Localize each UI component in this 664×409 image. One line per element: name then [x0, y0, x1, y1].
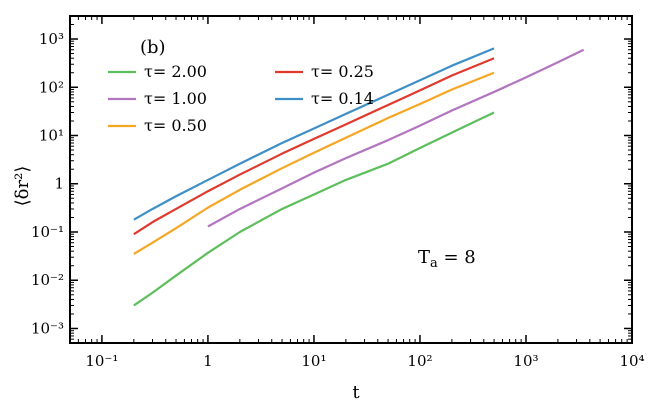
y-tick-label: 10⁻³: [31, 319, 64, 337]
y-axis-label: ⟨δr²⟩: [12, 166, 33, 207]
y-tick-label: 10²: [39, 78, 64, 96]
series-line-2: [133, 71, 495, 255]
series-line-0: [133, 111, 495, 307]
x-tick-label: 1: [203, 352, 213, 370]
y-tick-label: 10¹: [39, 127, 64, 145]
legend-label-0: τ= 2.00: [144, 62, 207, 81]
legend: τ= 2.00 τ= 1.00 τ= 0.50 τ= 0.25 τ= 0.14: [108, 62, 374, 135]
legend-label-2: τ= 0.50: [144, 116, 207, 135]
axis-ticks: 10⁻¹ 1 10¹ 10² 10³ 10⁴ 10⁻³ 10⁻² 10⁻¹ 1 10¹ 10² 10³: [31, 16, 645, 370]
x-tick-label: 10¹: [301, 352, 326, 370]
plot-frame: [69, 15, 633, 344]
legend-label-1: τ= 1.00: [144, 89, 207, 108]
x-tick-label: 10⁻¹: [85, 352, 118, 370]
series-line-3: [133, 57, 495, 236]
x-tick-label: 10³: [513, 352, 538, 370]
plot-area: [69, 15, 633, 344]
y-tick-label: 10³: [39, 30, 64, 48]
legend-label-4: τ= 0.14: [311, 89, 374, 108]
y-tick-label: 1: [54, 175, 64, 193]
series-line-4: [133, 47, 495, 221]
y-tick-label: 10⁻¹: [31, 223, 64, 241]
x-tick-label: 10⁴: [619, 352, 644, 370]
panel-label: (b): [140, 37, 166, 58]
series-lines: [133, 47, 585, 307]
x-axis-label: t: [352, 382, 360, 403]
x-tick-label: 10²: [407, 352, 432, 370]
y-tick-label: 10⁻²: [31, 271, 64, 289]
series-line-1: [207, 48, 585, 228]
legend-label-3: τ= 0.25: [311, 62, 374, 81]
annotation-ta: Ta = 8: [418, 247, 476, 271]
